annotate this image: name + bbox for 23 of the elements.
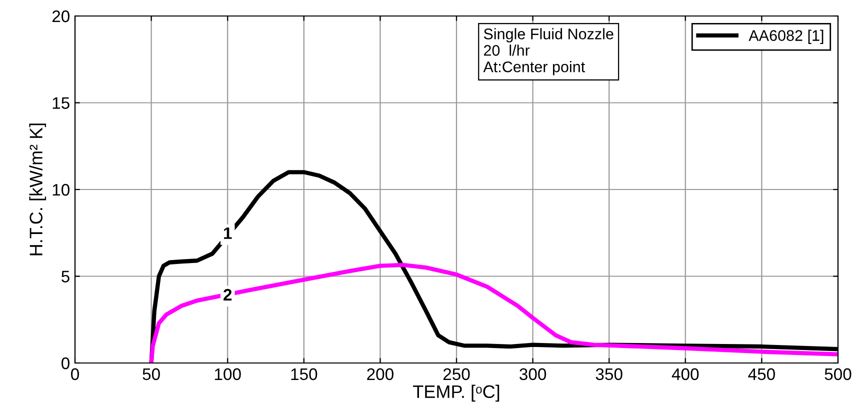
x-tick-label: 200 <box>367 368 394 380</box>
x-axis-title: TEMP. [ᵒC] <box>413 384 500 402</box>
x-tick-label: 150 <box>291 368 318 380</box>
y-axis-title: H.T.C. [kW/m² K] <box>29 124 46 256</box>
x-tick-label: 50 <box>142 368 160 380</box>
annotation: 1 <box>224 227 232 239</box>
y-tick-label: 15 <box>52 97 70 109</box>
legend-label: AA6082 [1] <box>748 30 824 44</box>
x-tick-label: 450 <box>748 368 775 380</box>
annotation: 2 <box>224 288 232 301</box>
line-series <box>149 262 838 363</box>
x-tick-label: 350 <box>596 368 622 380</box>
x-tick-label: 500 <box>824 368 852 380</box>
y-tick-label: 5 <box>62 270 70 282</box>
annotation: Single Fluid Nozzle 20 l/hr At:Center point <box>483 28 614 76</box>
x-tick-label: 100 <box>214 368 241 380</box>
y-tick-label: 10 <box>52 184 70 196</box>
x-tick-label: 0 <box>71 368 79 380</box>
x-tick-label: 250 <box>443 368 470 380</box>
x-tick-label: 300 <box>520 368 546 380</box>
x-tick-label: 400 <box>672 368 699 380</box>
y-tick-label: 20 <box>52 10 70 22</box>
y-tick-label: 0 <box>62 357 70 370</box>
